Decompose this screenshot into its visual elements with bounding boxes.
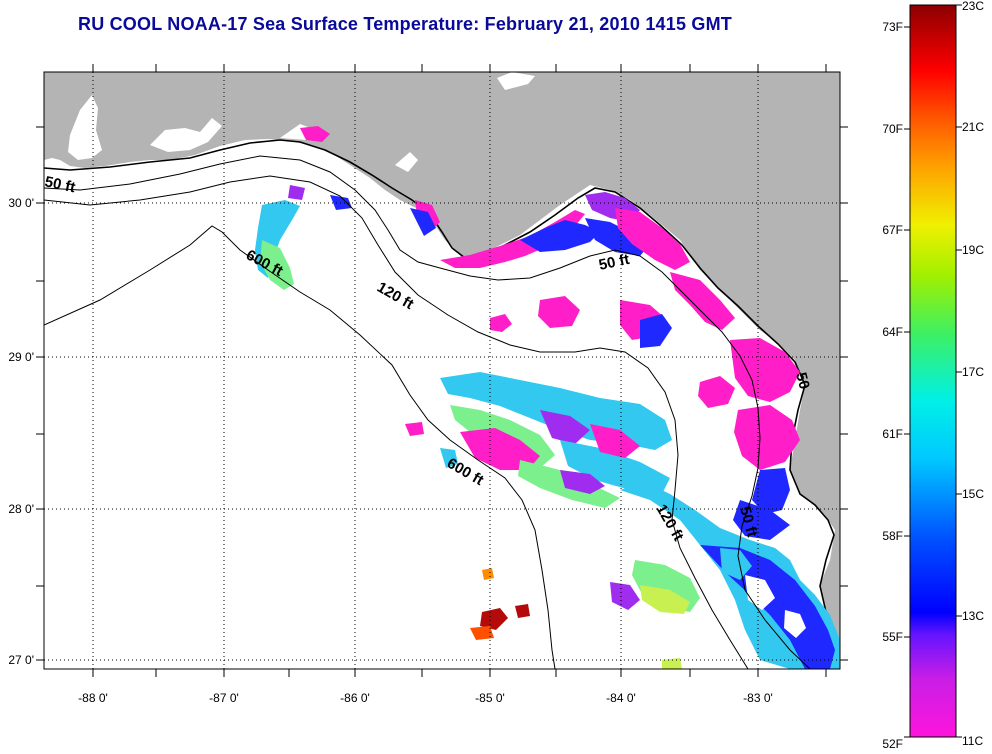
colorbar-f-label: 52F — [882, 737, 903, 751]
lon-label: -88 0' — [78, 691, 108, 705]
colorbar-f-label: 55F — [882, 630, 903, 644]
colorbar-f-label: 64F — [882, 325, 903, 339]
colorbar-gradient — [909, 4, 957, 738]
lat-label: 29 0' — [8, 350, 34, 364]
colorbar-f-label: 70F — [882, 122, 903, 136]
colorbar: 73F 70F 67F 64F 61F 58F 55F 52F 23C 21C … — [882, 0, 984, 751]
colorbar-c-label: 13C — [962, 609, 984, 623]
bay-pensacola — [68, 95, 102, 160]
depth-label-50ft-nw: 50 ft — [43, 173, 77, 196]
colorbar-f-label: 73F — [882, 20, 903, 34]
bay-choctaw — [150, 118, 222, 152]
lat-label: 30 0' — [8, 196, 34, 210]
lon-label: -84 0' — [606, 691, 636, 705]
colorbar-c-label: 11C — [962, 734, 983, 748]
colorbar-c-label: 23C — [962, 0, 984, 13]
depth-label-50ft-bigbend: 50 ft — [597, 251, 631, 274]
lon-label: -83 0' — [743, 691, 773, 705]
land-mass — [44, 72, 840, 669]
colorbar-f-label: 61F — [882, 427, 903, 441]
lat-label: 27 0' — [8, 653, 34, 667]
map-frame — [43, 71, 841, 670]
depth-contours — [44, 155, 811, 669]
colorbar-c-label: 17C — [962, 365, 984, 379]
colorbar-f-label: 67F — [882, 223, 903, 237]
lat-labels: 30 0' 29 0' 28 0' 27 0' — [8, 196, 34, 667]
colorbar-c-label: 15C — [962, 487, 984, 501]
colorbar-f-label: 58F — [882, 529, 903, 543]
depth-label-50-coast: 50 — [792, 371, 813, 392]
lon-labels: -88 0' -87 0' -86 0' -85 0' -84 0' -83 0… — [78, 691, 773, 705]
lon-label: -85 0' — [475, 691, 505, 705]
sst-field — [255, 126, 840, 669]
lake-okeechobee-frag — [497, 72, 535, 90]
colorbar-c-label: 19C — [962, 243, 984, 257]
lon-label: -86 0' — [340, 691, 370, 705]
lon-label: -87 0' — [209, 691, 239, 705]
bay-apalachee — [395, 152, 418, 172]
tick-marks — [36, 64, 848, 677]
colorbar-c-label: 21C — [962, 120, 984, 134]
lat-label: 28 0' — [8, 502, 34, 516]
coastline — [44, 139, 839, 669]
graticule — [44, 72, 840, 669]
map-title: RU COOL NOAA-17 Sea Surface Temperature:… — [78, 14, 732, 34]
